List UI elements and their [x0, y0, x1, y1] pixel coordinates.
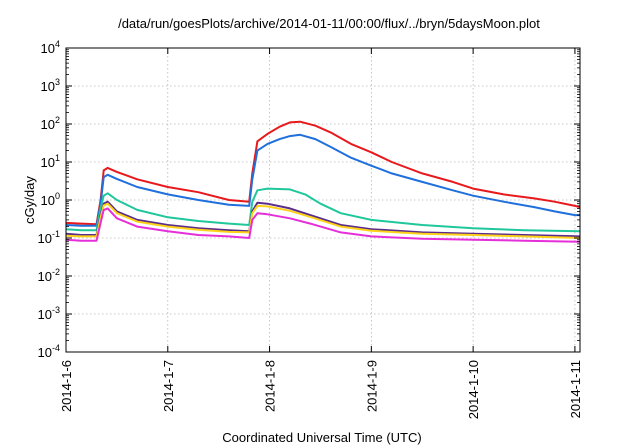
series-line: [65, 133, 580, 227]
y-tick-exponent: 2: [55, 115, 60, 125]
x-tick-label: 2014-1-9: [364, 360, 379, 412]
x-tick-label: 2014-1-10: [466, 360, 481, 419]
ticks: [65, 47, 580, 353]
y-axis-label: cGy/day: [22, 176, 37, 224]
x-tick-labels: 2014-1-6 2014-1-7 2014-1-8 2014-1-9 2014-1-1…: [59, 360, 583, 419]
y-tick-exponent: 1: [55, 153, 60, 163]
y-tick-exponent: 0: [55, 191, 60, 201]
y-tick-exponent: 3: [55, 77, 60, 87]
chart-title: /data/run/goesPlots/archive/2014-01-11/0…: [118, 16, 540, 31]
series-line: [65, 207, 581, 243]
y-tick-exponent: -1: [52, 229, 60, 239]
y-tick-exponent: -3: [52, 305, 60, 315]
y-tick-exponent: -2: [52, 267, 60, 277]
series-line: [65, 187, 581, 233]
y-tick-exponent: -4: [52, 343, 60, 353]
x-axis-label: Coordinated Universal Time (UTC): [222, 430, 421, 445]
x-tick-label: 2014-1-6: [59, 360, 74, 412]
y-tick-exponent: 4: [55, 39, 60, 49]
x-tick-label: 2014-1-8: [263, 360, 278, 412]
x-tick-label: 2014-1-7: [161, 360, 176, 412]
series-line: [65, 120, 581, 226]
series-layer: [65, 120, 581, 243]
x-tick-label: 2014-1-11: [568, 360, 583, 418]
